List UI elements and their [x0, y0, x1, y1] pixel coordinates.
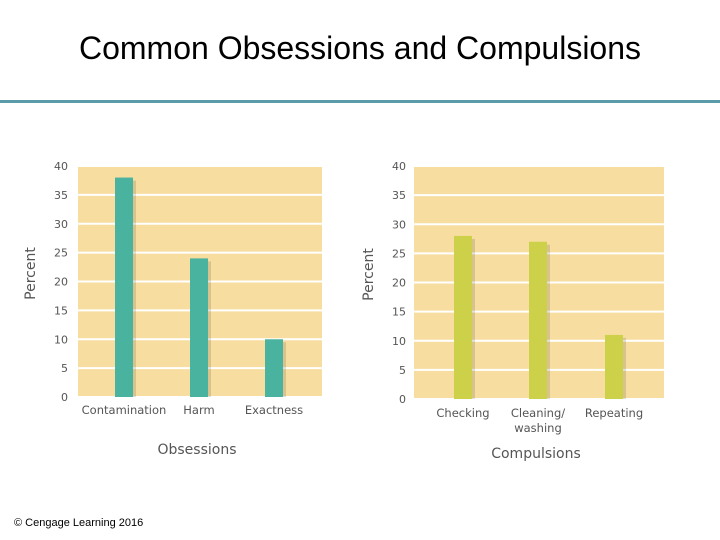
compulsions-category-label-cleaning-washing: Cleaning/washing: [511, 406, 565, 435]
compulsions-y-tick-20: 20: [392, 277, 406, 290]
compulsions-bar-checking: [454, 235, 472, 399]
compulsions-y-tick-30: 30: [392, 218, 406, 231]
compulsions-y-tick-25: 25: [392, 247, 406, 260]
compulsions-category-label-repeating: Repeating: [585, 406, 643, 420]
obsessions-y-tick-0: 0: [61, 391, 68, 404]
obsessions-category-label-contamination: Contamination: [82, 403, 167, 417]
slide-title: Common Obsessions and Compulsions: [78, 30, 642, 66]
obsessions-y-tick-15: 15: [54, 304, 68, 317]
copyright-notice: © Cengage Learning 2016: [14, 517, 144, 529]
compulsions-bar-repeating: [605, 334, 623, 399]
obsessions-y-axis-label: Percent: [23, 247, 39, 300]
obsessions-y-tick-30: 30: [54, 218, 68, 231]
compulsions-y-tick-40: 40: [392, 160, 406, 173]
obsessions-y-tick-40: 40: [54, 160, 68, 173]
compulsions-y-tick-35: 35: [392, 189, 406, 202]
obsessions-y-tick-25: 25: [54, 247, 68, 260]
obsessions-bar-exactness: [265, 339, 283, 397]
compulsions-y-tick-5: 5: [399, 364, 406, 377]
obsessions-x-axis-label: Obsessions: [157, 442, 236, 458]
compulsions-category-label-checking: Checking: [436, 406, 489, 420]
title-divider: [0, 100, 720, 103]
obsessions-y-tick-10: 10: [54, 333, 68, 346]
compulsions-y-tick-15: 15: [392, 306, 406, 319]
obsessions-category-label-harm: Harm: [183, 403, 214, 417]
obsessions-y-tick-20: 20: [54, 276, 68, 289]
compulsions-y-tick-0: 0: [399, 393, 406, 406]
obsessions-y-tick-5: 5: [61, 362, 68, 375]
obsessions-y-tick-35: 35: [54, 189, 68, 202]
compulsions-y-tick-10: 10: [392, 335, 406, 348]
obsessions-bar-harm: [190, 258, 208, 397]
compulsions-bar-cleaning-washing: [529, 241, 547, 399]
obsessions-bar-contamination: [115, 177, 133, 397]
compulsions-y-axis-label: Percent: [361, 248, 377, 301]
obsessions-category-label-exactness: Exactness: [245, 403, 303, 417]
compulsions-x-axis-label: Compulsions: [491, 446, 581, 462]
